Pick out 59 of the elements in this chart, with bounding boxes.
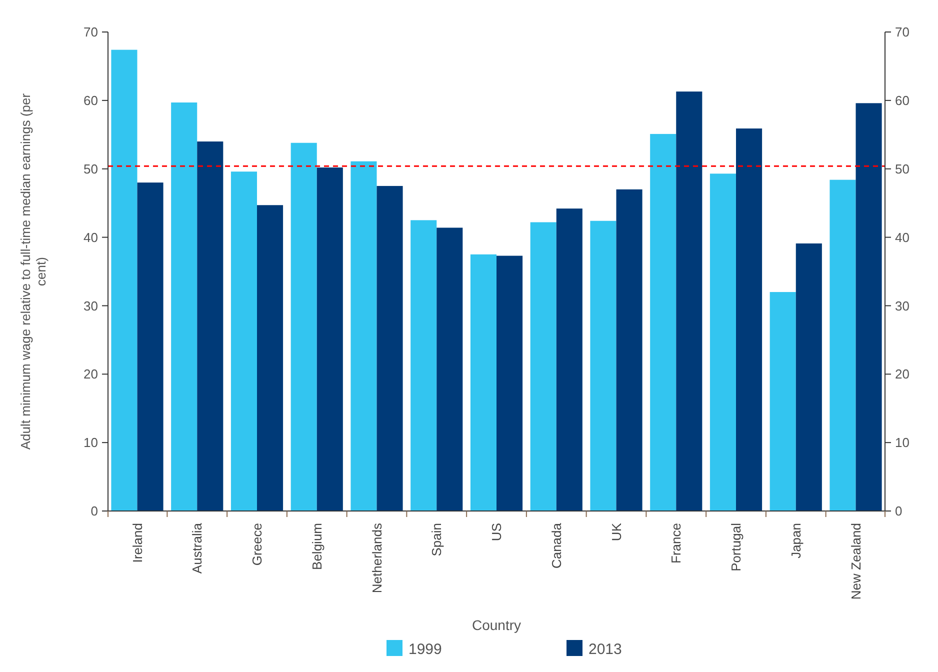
x-tick-label: New Zealand: [848, 523, 864, 600]
bar: [197, 141, 224, 511]
y-axis-title: Adult minimum wage relative to full-time median earnings (per cent): [18, 92, 49, 450]
x-tick-label: US: [489, 522, 504, 542]
bar: [736, 128, 762, 511]
y-tick-label: 40: [84, 230, 98, 245]
y2-tick-label: 10: [895, 435, 910, 450]
y2-tick-label: 20: [895, 366, 910, 382]
x-tick-label: Portugal: [728, 522, 744, 572]
bar: [376, 186, 403, 511]
bar: [796, 243, 822, 511]
bar: [316, 167, 343, 511]
bar: [650, 134, 676, 511]
x-tick-label: Japan: [788, 523, 804, 558]
x-tick-label: Spain: [429, 523, 444, 556]
bar: [770, 292, 796, 511]
bar: [530, 222, 556, 511]
y-tick-label: 20: [84, 366, 98, 382]
bar: [856, 103, 882, 511]
y-tick-label: 50: [84, 161, 98, 176]
x-tick-label: Australia: [190, 522, 205, 574]
bar: [556, 208, 582, 511]
bar: [496, 256, 523, 511]
x-tick-label: Canada: [548, 522, 564, 569]
bar: [436, 228, 463, 511]
bar: [830, 180, 856, 511]
bar: [616, 189, 642, 511]
y2-tick-label: 60: [895, 92, 910, 108]
bar: [410, 220, 437, 511]
y2-tick-label: 50: [895, 161, 910, 176]
bar: [111, 50, 138, 511]
bar: [171, 102, 198, 511]
bar: [137, 182, 164, 511]
legend-label: 2013: [588, 641, 622, 658]
bar: [256, 205, 284, 511]
y-tick-label: 0: [90, 504, 98, 519]
bar: [470, 254, 496, 511]
y-tick-label: 10: [84, 435, 98, 450]
x-tick-label: UK: [608, 522, 624, 542]
bar: [590, 220, 616, 511]
y-tick-label: 30: [84, 298, 98, 314]
legend-label: 1999: [408, 641, 442, 658]
y2-tick-label: 70: [895, 24, 910, 40]
x-tick-label: France: [668, 523, 684, 564]
x-axis-title: Country: [472, 617, 522, 633]
bar: [230, 172, 257, 511]
y2-tick-label: 30: [895, 298, 910, 314]
bar: [290, 142, 317, 511]
y2-tick-label: 40: [895, 230, 910, 245]
bar: [710, 174, 736, 511]
bar: [676, 92, 702, 511]
bar: [350, 161, 377, 511]
x-tick-label: Ireland: [130, 523, 145, 563]
x-tick-label: Greece: [250, 523, 265, 566]
y-tick-label: 70: [84, 24, 98, 40]
x-tick-label: Belgium: [309, 523, 324, 570]
x-tick-label: Netherlands: [369, 522, 384, 594]
y-tick-label: 60: [84, 92, 98, 108]
y2-tick-label: 0: [895, 504, 902, 519]
